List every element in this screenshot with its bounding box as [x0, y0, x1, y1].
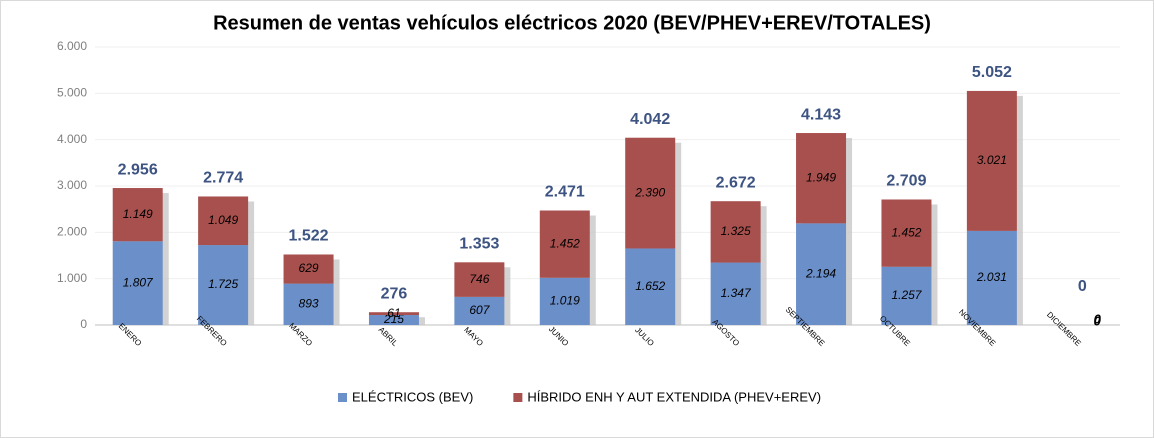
- value-label: 2.031: [976, 270, 1007, 284]
- y-tick-label: 5.000: [57, 86, 87, 100]
- value-label: 2.390: [634, 185, 665, 199]
- total-label: 2.672: [716, 174, 756, 191]
- bar-segment: [454, 262, 505, 297]
- legend-label: ELÉCTRICOS (BEV): [352, 389, 473, 404]
- total-label: 4.042: [630, 111, 670, 128]
- total-label: 1.522: [289, 228, 329, 245]
- y-tick-label: 0: [80, 317, 87, 331]
- bar-segment: [539, 277, 590, 325]
- bar-segment: [112, 241, 163, 325]
- total-label: 5.052: [972, 64, 1012, 81]
- value-label: 1.149: [123, 207, 153, 221]
- value-label: 1.325: [721, 224, 751, 238]
- bar-segment: [283, 283, 334, 325]
- bar-segment: [112, 188, 163, 242]
- total-label: 2.709: [886, 173, 926, 190]
- value-label: 1.049: [208, 213, 238, 227]
- total-label: 2.956: [118, 161, 158, 178]
- bar-segment: [881, 266, 932, 325]
- value-label: 607: [469, 303, 490, 317]
- total-label: 2.471: [545, 184, 585, 201]
- value-label: 215: [383, 312, 404, 326]
- total-label: 1.353: [459, 236, 499, 253]
- value-label: 1.452: [550, 236, 580, 250]
- bar-segment: [368, 315, 419, 325]
- y-tick-label: 6.000: [57, 39, 87, 53]
- bar-segment: [198, 196, 249, 246]
- y-tick-label: 1.000: [57, 271, 87, 285]
- bar-segment: [198, 245, 249, 325]
- value-label: 61: [387, 306, 400, 320]
- bar-segment: [796, 133, 847, 224]
- chart-title: Resumen de ventas vehículos eléctricos 2…: [213, 12, 931, 34]
- bar-segment: [454, 296, 505, 325]
- value-label: 0: [1094, 313, 1102, 328]
- legend-label: HÍBRIDO ENH Y AUT EXTENDIDA (PHEV+EREV): [527, 389, 821, 404]
- value-label: 1.652: [635, 279, 665, 293]
- y-tick-label: 3.000: [57, 178, 87, 192]
- value-label: 0: [1094, 311, 1102, 326]
- value-label: 1.725: [208, 277, 238, 291]
- bar-segment: [881, 199, 932, 267]
- value-label: 1.452: [891, 225, 921, 239]
- bar-segment: [283, 254, 334, 284]
- value-label: 893: [299, 296, 319, 310]
- bar-segment: [368, 312, 419, 316]
- bar-segment: [710, 201, 761, 263]
- y-tick-label: 4.000: [57, 132, 87, 146]
- legend-swatch: [338, 393, 347, 402]
- value-label: 1.807: [123, 275, 154, 289]
- value-label: 629: [299, 261, 319, 275]
- value-label: 2.194: [805, 266, 836, 280]
- bar-segment: [966, 90, 1017, 231]
- total-label: 0: [1078, 278, 1087, 295]
- total-label: 2.774: [203, 170, 243, 187]
- y-tick-label: 2.000: [57, 225, 87, 239]
- legend-swatch: [513, 393, 523, 402]
- value-label: 1.257: [891, 288, 922, 302]
- total-label: 4.143: [801, 106, 841, 123]
- bar-segment: [539, 210, 590, 278]
- value-label: 1.019: [550, 294, 580, 308]
- total-label: 276: [381, 285, 408, 302]
- value-label: 1.949: [806, 170, 836, 184]
- bar-segment: [625, 137, 676, 249]
- bar-segment: [966, 230, 1017, 325]
- bar-segment: [625, 248, 676, 325]
- bar-segment: [796, 223, 847, 325]
- value-label: 1.347: [721, 286, 752, 300]
- value-label: 746: [469, 272, 489, 286]
- bar-segment: [710, 262, 761, 325]
- value-label: 3.021: [977, 153, 1007, 167]
